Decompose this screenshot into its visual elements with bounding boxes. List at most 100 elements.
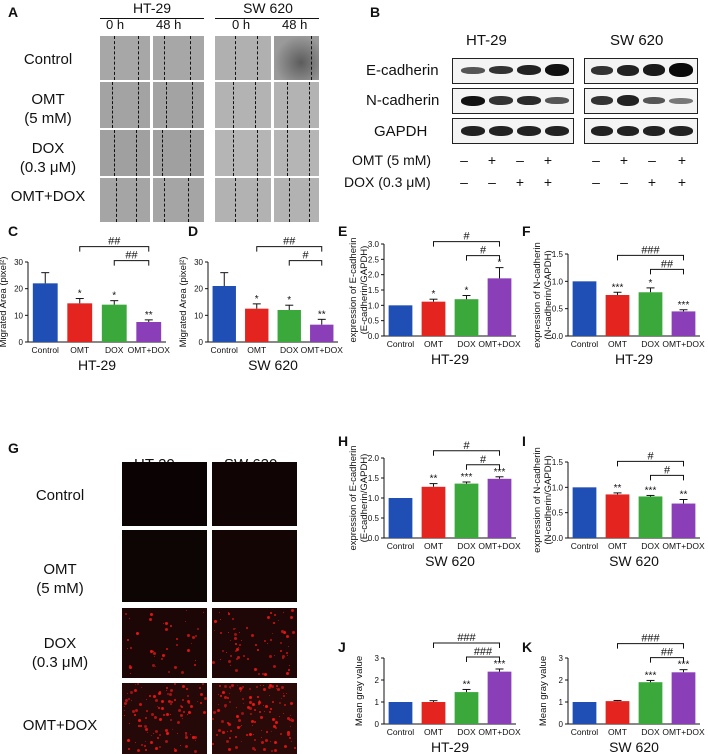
fluorescence-speckle bbox=[176, 644, 178, 646]
fluorescence-speckle bbox=[234, 637, 237, 640]
y-tick-label: 30 bbox=[14, 258, 23, 267]
fluorescence-speckle bbox=[279, 702, 281, 704]
fluorescence-speckle bbox=[237, 726, 240, 729]
panel-a-header-rule-ht29 bbox=[100, 18, 204, 19]
fluorescence-speckle bbox=[185, 736, 188, 739]
fluorescence-speckle bbox=[150, 650, 153, 653]
fluorescence-speckle bbox=[243, 703, 244, 704]
fluorescence-speckle bbox=[220, 659, 221, 660]
x-tick-label: OMT bbox=[424, 339, 443, 349]
fluorescence-speckle bbox=[214, 630, 215, 631]
panel-a-row-omt: OMT (5 mM) bbox=[24, 91, 72, 127]
fluorescence-speckle bbox=[286, 693, 287, 694]
significance-bracket bbox=[433, 642, 500, 648]
significance-bracket bbox=[650, 268, 684, 275]
fluorescence-speckle bbox=[225, 707, 226, 708]
fluorescence-speckle bbox=[146, 710, 148, 712]
fluorescence-speckle bbox=[280, 642, 282, 644]
fluorescence-speckle bbox=[182, 685, 185, 688]
fluorescence-speckle bbox=[243, 655, 245, 657]
fluorescence-speckle bbox=[153, 733, 154, 734]
fluorescence-speckle bbox=[157, 737, 159, 739]
fluorescence-speckle bbox=[286, 635, 289, 638]
fluorescence-image-ht29-control bbox=[122, 462, 207, 526]
fluorescence-speckle bbox=[214, 620, 217, 623]
fluorescence-speckle bbox=[185, 621, 186, 622]
x-tick-label: DOX bbox=[641, 727, 660, 737]
x-tick-label: OMT bbox=[247, 345, 266, 355]
fluorescence-speckle bbox=[155, 666, 156, 667]
fluorescence-speckle bbox=[194, 664, 196, 666]
fluorescence-speckle bbox=[284, 704, 286, 706]
y-tick-label: 2 bbox=[559, 676, 564, 685]
fluorescence-speckle bbox=[283, 695, 285, 697]
fluorescence-speckle bbox=[185, 734, 187, 736]
fluorescence-speckle bbox=[249, 733, 252, 736]
bar-omt bbox=[421, 301, 446, 336]
x-axis-label: HT-29 bbox=[615, 351, 653, 367]
bar-control bbox=[572, 702, 597, 724]
fluorescence-speckle bbox=[187, 649, 190, 652]
y-tick-label: 2.0 bbox=[368, 271, 380, 280]
fluorescence-speckle bbox=[129, 618, 130, 619]
treatment-sign: + bbox=[543, 152, 553, 168]
fluorescence-speckle bbox=[246, 627, 248, 629]
fluorescence-speckle bbox=[134, 714, 136, 716]
fluorescence-speckle bbox=[220, 695, 222, 697]
significance-bracket bbox=[113, 260, 150, 266]
panel-k-label: K bbox=[522, 639, 532, 655]
fluorescence-speckle bbox=[262, 673, 264, 675]
fluorescence-speckle bbox=[191, 643, 192, 644]
bracket-label: # bbox=[480, 454, 487, 466]
significance-bracket bbox=[466, 656, 500, 662]
fluorescence-speckle bbox=[222, 731, 225, 734]
fluorescence-speckle bbox=[166, 732, 169, 735]
fluorescence-speckle bbox=[145, 741, 146, 742]
x-tick-label: OMT bbox=[424, 541, 443, 551]
x-tick-label: DOX bbox=[457, 541, 476, 551]
fluorescence-speckle bbox=[141, 744, 143, 746]
significance-stars: * bbox=[255, 294, 259, 305]
fluorescence-speckle bbox=[275, 727, 277, 729]
fluorescence-speckle bbox=[264, 673, 267, 676]
x-axis-label: SW 620 bbox=[609, 739, 659, 754]
fluorescence-speckle bbox=[154, 656, 155, 657]
fluorescence-speckle bbox=[219, 612, 220, 613]
fluorescence-speckle bbox=[281, 630, 284, 633]
fluorescence-speckle bbox=[254, 749, 256, 751]
y-tick-label: 0.5 bbox=[368, 317, 380, 326]
fluorescence-speckle bbox=[150, 613, 153, 616]
fluorescence-speckle bbox=[224, 685, 227, 688]
fluorescence-speckle bbox=[239, 644, 241, 646]
fluorescence-speckle bbox=[149, 618, 152, 621]
fluorescence-speckle bbox=[274, 655, 275, 656]
fluorescence-speckle bbox=[276, 685, 278, 687]
significance-stars: ** bbox=[145, 310, 153, 321]
fluorescence-speckle bbox=[235, 628, 236, 629]
fluorescence-speckle bbox=[261, 741, 264, 744]
fluorescence-speckle bbox=[236, 648, 239, 651]
fluorescence-speckle bbox=[271, 685, 274, 688]
fluorescence-speckle bbox=[259, 700, 260, 701]
fluorescence-speckle bbox=[166, 687, 168, 689]
y-tick-label: 0 bbox=[19, 338, 24, 347]
x-tick-label: DOX bbox=[105, 345, 124, 355]
fluorescence-image-ht29-omt-dox bbox=[122, 683, 207, 754]
fluorescence-speckle bbox=[230, 730, 232, 732]
significance-stars: * bbox=[112, 291, 116, 302]
fluorescence-speckle bbox=[127, 648, 128, 649]
fluorescence-speckle bbox=[220, 619, 221, 620]
x-axis-label: SW 620 bbox=[609, 553, 659, 569]
y-tick-label: 1.0 bbox=[552, 277, 564, 286]
y-tick-label: 1.0 bbox=[552, 483, 564, 492]
fluorescence-speckle bbox=[130, 647, 132, 649]
significance-bracket bbox=[256, 246, 323, 252]
x-tick-label: Control bbox=[571, 727, 599, 737]
fluorescence-speckle bbox=[138, 719, 141, 722]
bar-control bbox=[32, 283, 58, 342]
y-tick-label: 1.5 bbox=[368, 286, 380, 295]
fluorescence-speckle bbox=[232, 618, 234, 620]
significance-stars: ** bbox=[680, 489, 688, 500]
fluorescence-speckle bbox=[152, 664, 155, 667]
fluorescence-speckle bbox=[170, 703, 172, 705]
